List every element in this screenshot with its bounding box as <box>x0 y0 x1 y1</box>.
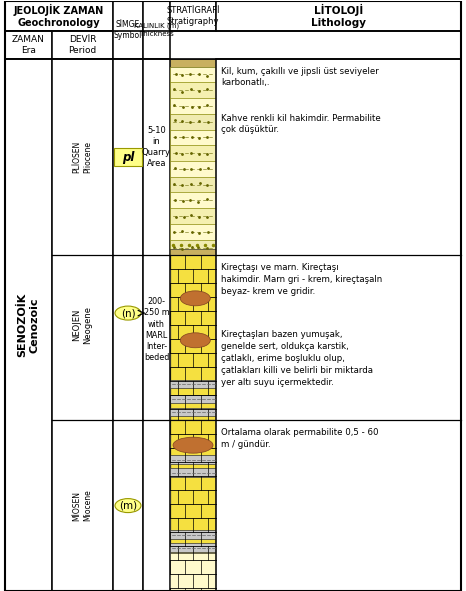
Text: KALINLIK (m)
Thickness: KALINLIK (m) Thickness <box>134 22 179 37</box>
Bar <box>5 1 113 31</box>
Text: (n): (n) <box>121 308 135 318</box>
FancyBboxPatch shape <box>114 148 142 166</box>
Bar <box>5 31 52 59</box>
Bar <box>170 530 216 539</box>
Bar <box>143 1 170 59</box>
Text: 5-10
in
Quarry
Area: 5-10 in Quarry Area <box>142 126 171 168</box>
Ellipse shape <box>180 291 210 306</box>
Ellipse shape <box>173 437 213 453</box>
Bar <box>5 59 52 591</box>
Bar <box>170 114 216 129</box>
Bar <box>170 255 216 420</box>
Text: ZAMAN
Era: ZAMAN Era <box>12 35 45 55</box>
Text: Kireçtaşı ve marn. Kireçtaşı
hakimdir. Marn gri - krem, kireçtaşaln
beyaz- krem : Kireçtaşı ve marn. Kireçtaşı hakimdir. M… <box>221 264 382 296</box>
Bar <box>170 408 216 416</box>
Text: Kil, kum, çakıllı ve jipsli üst seviyeler
karbonatlı,.: Kil, kum, çakıllı ve jipsli üst seviyele… <box>221 67 379 87</box>
Text: pl: pl <box>122 151 134 164</box>
Text: 200-
250 m
with
MARL
Inter-
beded: 200- 250 m with MARL Inter- beded <box>144 297 169 362</box>
Text: MİOSEN
Miocene: MİOSEN Miocene <box>72 490 93 521</box>
Text: STRATİGRAFİ
Stratigraphy: STRATİGRAFİ Stratigraphy <box>166 6 220 26</box>
Bar <box>170 193 216 208</box>
Text: PLİOSEN
Pliocene: PLİOSEN Pliocene <box>72 141 93 173</box>
Bar <box>170 240 216 255</box>
Text: LİTOLOJİ
Lithology: LİTOLOJİ Lithology <box>311 4 366 28</box>
Bar <box>52 31 113 59</box>
Bar <box>170 59 216 67</box>
Ellipse shape <box>115 499 141 512</box>
Bar <box>52 59 113 591</box>
Bar <box>216 59 461 591</box>
Bar <box>170 129 216 145</box>
Ellipse shape <box>180 333 210 348</box>
Bar <box>170 208 216 224</box>
Bar <box>170 380 216 388</box>
Bar <box>143 59 170 591</box>
Text: JEOLOJİK ZAMAN
Geochronology: JEOLOJİK ZAMAN Geochronology <box>14 4 104 28</box>
Text: (m): (m) <box>119 501 137 511</box>
Bar <box>170 145 216 161</box>
Ellipse shape <box>115 306 141 320</box>
Text: SENOZOİK
Cenozoic: SENOZOİK Cenozoic <box>17 293 40 357</box>
Bar <box>170 455 216 464</box>
Bar <box>113 1 143 59</box>
Bar <box>170 98 216 114</box>
Bar <box>170 1 216 31</box>
Bar <box>170 468 216 477</box>
Text: SİMGE
Symbol: SİMGE Symbol <box>114 20 142 40</box>
Text: Kahve renkli kil hakimdir. Permabilite
çok düşüktür.: Kahve renkli kil hakimdir. Permabilite ç… <box>221 113 381 134</box>
Bar <box>170 224 216 240</box>
Bar <box>170 82 216 98</box>
Bar <box>170 553 216 591</box>
Bar <box>216 1 461 31</box>
Bar <box>170 420 216 591</box>
Bar <box>170 395 216 403</box>
Bar <box>170 543 216 552</box>
Text: NEOJEN
Neogene: NEOJEN Neogene <box>72 306 93 344</box>
Bar <box>170 67 216 82</box>
Text: DEVİR
Period: DEVİR Period <box>69 35 96 55</box>
Bar <box>170 177 216 193</box>
Text: Ortalama olarak permabilite 0,5 - 60
m / gündür.: Ortalama olarak permabilite 0,5 - 60 m /… <box>221 428 378 449</box>
Bar <box>113 59 143 591</box>
Bar <box>170 249 216 255</box>
Bar <box>170 161 216 177</box>
Text: Kireçtaşları bazen yumuşak,
genelde sert, oldukça karstik,
çatlaklı, erime boşlu: Kireçtaşları bazen yumuşak, genelde sert… <box>221 330 373 387</box>
